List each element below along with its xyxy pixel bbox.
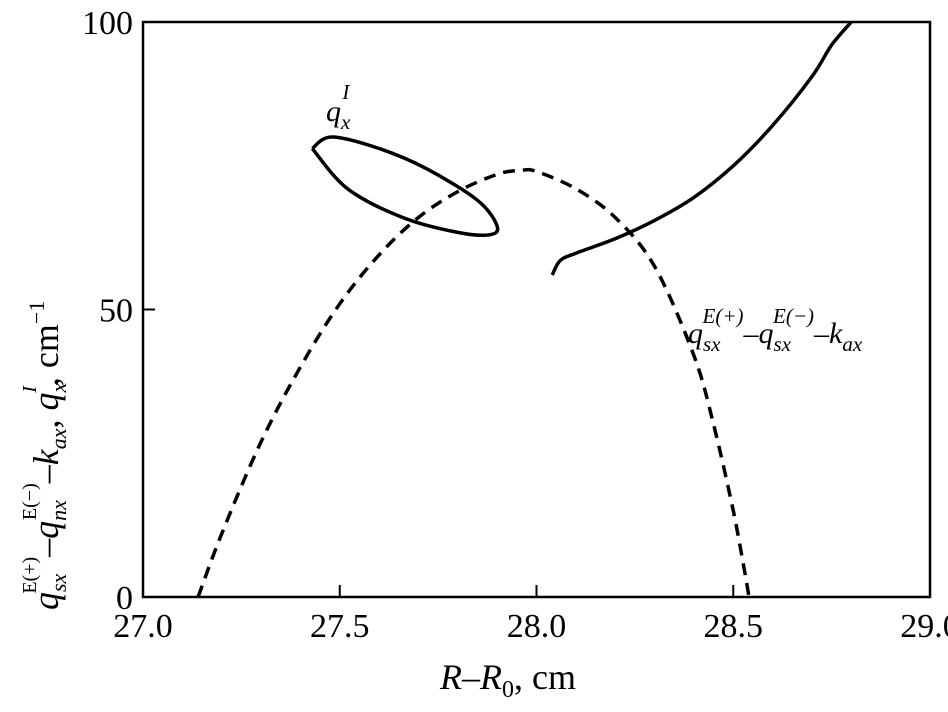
x-tick-label-1: 27.5: [310, 608, 370, 645]
y-tick-label-1: 50: [99, 293, 133, 330]
solid-curve: [550, 20, 853, 276]
annotation-qx-I: qxI: [326, 80, 351, 134]
series-layer: [196, 20, 853, 598]
y-axis-label: qsxE(+)–qnxE(−)–kax, qxI, cm−1: [19, 301, 71, 610]
y-tick-label-0: 0: [116, 580, 133, 617]
axis-ticks: 27.0 27.5 28.0 28.5 29.0 0 50 100: [82, 5, 948, 645]
x-tick-label-2: 28.0: [507, 608, 567, 645]
x-tick-label-4: 29.0: [900, 608, 948, 645]
x-axis-label: R–R0, cm: [439, 657, 576, 703]
y-tick-label-2: 100: [82, 5, 133, 42]
x-tick-label-3: 28.5: [704, 608, 764, 645]
annotation-solid-curve: qsxE(+)–qsxE(−)–kax: [688, 304, 863, 356]
dashed-curve: [196, 167, 751, 598]
x-tick-label-0: 27.0: [113, 608, 173, 645]
qx-I-loop: [310, 135, 500, 238]
